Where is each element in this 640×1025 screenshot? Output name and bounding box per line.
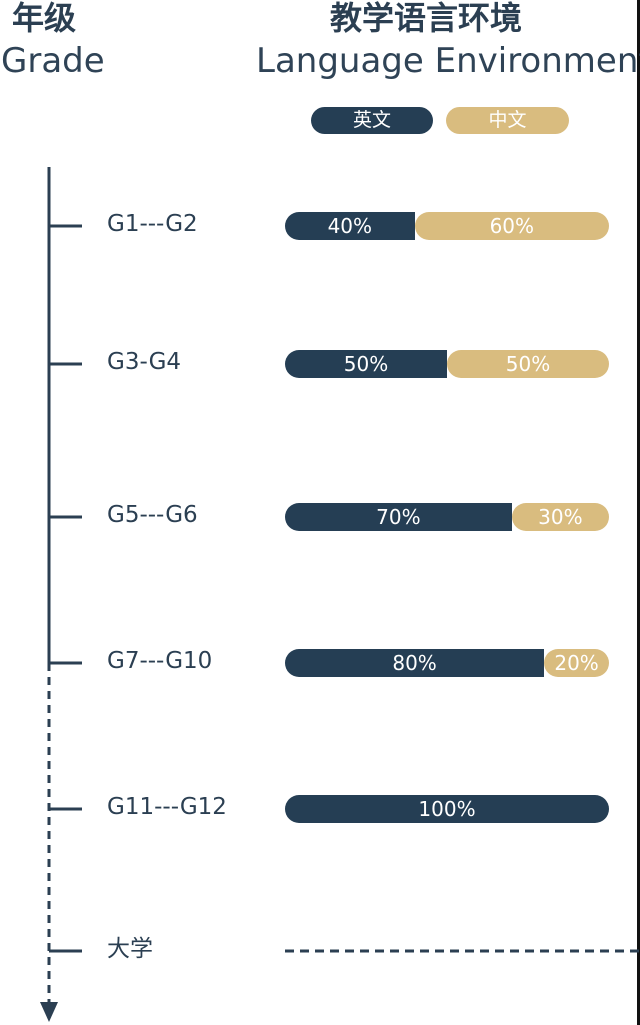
grade-label: G3-G4 — [107, 349, 182, 375]
grade-label: G7---G10 — [107, 648, 213, 674]
language-title-en: Language Environment — [256, 41, 640, 81]
bar-segment-english: 40% — [285, 212, 415, 240]
bar-segment-english: 100% — [285, 795, 609, 823]
bar-segment-chinese: 60% — [414, 212, 609, 240]
grade-label: 大学 — [107, 936, 153, 962]
bar-segment-english: 70% — [285, 503, 512, 531]
stacked-bar: 40% 60% — [285, 212, 609, 240]
bar-segment-english: 80% — [285, 649, 545, 677]
bar-segment-english: 50% — [285, 350, 447, 378]
stacked-bar: 50% 50% — [285, 350, 609, 378]
grade-label: G11---G12 — [107, 794, 227, 820]
stacked-bar: 80% 20% — [285, 649, 609, 677]
stacked-bar: 70% 30% — [285, 503, 609, 531]
bar-segment-chinese: 20% — [544, 649, 609, 677]
grade-label: G5---G6 — [107, 502, 198, 528]
grade-title-zh: 年级 — [12, 0, 77, 37]
bar-segment-chinese: 30% — [511, 503, 609, 531]
right-edge-border — [637, 0, 640, 1025]
stacked-bar: 100% — [285, 795, 609, 823]
legend-english: 英文 — [311, 107, 433, 134]
grade-title-en: Grade — [1, 41, 105, 81]
legend-chinese: 中文 — [446, 107, 569, 134]
grade-label: G1---G2 — [107, 211, 198, 237]
bar-segment-chinese: 50% — [447, 350, 609, 378]
axis-arrow-icon — [40, 1002, 58, 1022]
language-title-zh: 教学语言环境 — [330, 0, 523, 37]
